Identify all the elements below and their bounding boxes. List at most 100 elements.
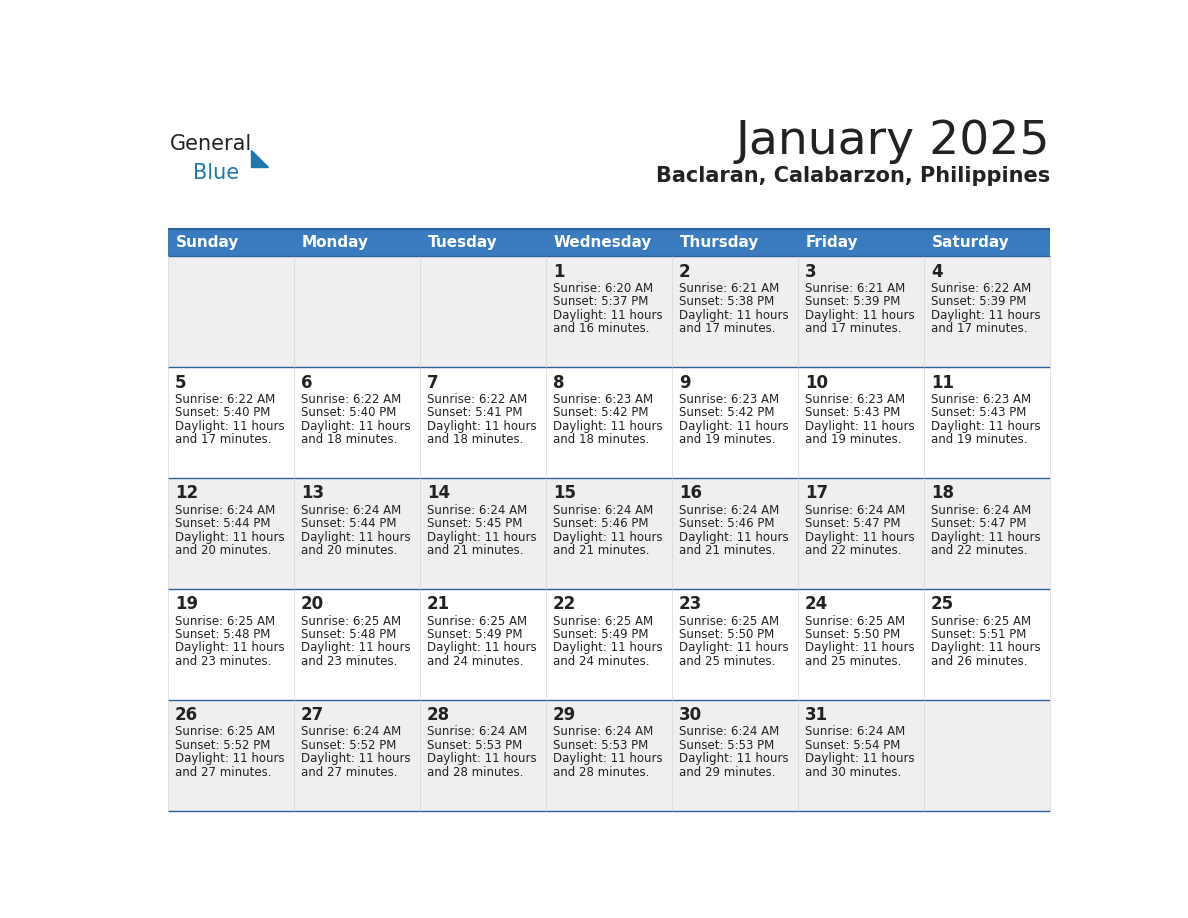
- Text: and 22 minutes.: and 22 minutes.: [804, 544, 902, 557]
- Text: 8: 8: [552, 374, 564, 391]
- Text: Daylight: 11 hours: Daylight: 11 hours: [678, 420, 789, 432]
- Bar: [924, 589, 1050, 700]
- Text: Sunrise: 6:23 AM: Sunrise: 6:23 AM: [552, 393, 653, 406]
- Text: and 19 minutes.: and 19 minutes.: [804, 433, 902, 446]
- Text: Sunset: 5:48 PM: Sunset: 5:48 PM: [175, 628, 270, 641]
- Text: Sunset: 5:40 PM: Sunset: 5:40 PM: [301, 407, 397, 420]
- Text: Daylight: 11 hours: Daylight: 11 hours: [678, 642, 789, 655]
- Text: and 18 minutes.: and 18 minutes.: [426, 433, 523, 446]
- Text: Sunrise: 6:24 AM: Sunrise: 6:24 AM: [426, 504, 527, 517]
- Text: Wednesday: Wednesday: [554, 236, 652, 251]
- Text: and 30 minutes.: and 30 minutes.: [804, 766, 901, 778]
- Text: Sunset: 5:54 PM: Sunset: 5:54 PM: [804, 739, 901, 752]
- Text: and 17 minutes.: and 17 minutes.: [804, 322, 902, 335]
- Text: Daylight: 11 hours: Daylight: 11 hours: [931, 308, 1041, 322]
- Text: 31: 31: [804, 706, 828, 724]
- Text: Sunset: 5:41 PM: Sunset: 5:41 PM: [426, 407, 523, 420]
- Text: Daylight: 11 hours: Daylight: 11 hours: [301, 420, 411, 432]
- Bar: [672, 256, 798, 367]
- Text: Daylight: 11 hours: Daylight: 11 hours: [804, 642, 915, 655]
- Bar: [798, 230, 924, 256]
- Text: Sunrise: 6:25 AM: Sunrise: 6:25 AM: [175, 725, 274, 738]
- Text: Sunset: 5:49 PM: Sunset: 5:49 PM: [552, 628, 649, 641]
- Bar: [924, 478, 1050, 589]
- Text: Daylight: 11 hours: Daylight: 11 hours: [804, 531, 915, 543]
- Bar: [293, 256, 419, 367]
- Text: and 28 minutes.: and 28 minutes.: [426, 766, 523, 778]
- Text: Sunset: 5:47 PM: Sunset: 5:47 PM: [804, 517, 901, 530]
- Text: 25: 25: [931, 595, 954, 613]
- Bar: [419, 230, 545, 256]
- Bar: [168, 367, 293, 478]
- Text: Sunrise: 6:25 AM: Sunrise: 6:25 AM: [678, 614, 779, 628]
- Text: and 20 minutes.: and 20 minutes.: [175, 544, 271, 557]
- Text: 2: 2: [678, 263, 690, 281]
- Text: 11: 11: [931, 374, 954, 391]
- Text: Sunset: 5:44 PM: Sunset: 5:44 PM: [301, 517, 397, 530]
- Text: and 17 minutes.: and 17 minutes.: [678, 322, 776, 335]
- Bar: [798, 256, 924, 367]
- Text: 13: 13: [301, 485, 324, 502]
- Bar: [419, 589, 545, 700]
- Text: 1: 1: [552, 263, 564, 281]
- Text: Sunrise: 6:24 AM: Sunrise: 6:24 AM: [678, 504, 779, 517]
- Text: Daylight: 11 hours: Daylight: 11 hours: [175, 420, 284, 432]
- Bar: [419, 256, 545, 367]
- Bar: [419, 700, 545, 811]
- Text: Sunset: 5:50 PM: Sunset: 5:50 PM: [804, 628, 901, 641]
- Text: and 21 minutes.: and 21 minutes.: [678, 544, 776, 557]
- Text: Daylight: 11 hours: Daylight: 11 hours: [552, 308, 663, 322]
- Text: Sunset: 5:53 PM: Sunset: 5:53 PM: [678, 739, 775, 752]
- Bar: [545, 589, 672, 700]
- Text: 3: 3: [804, 263, 816, 281]
- Text: 26: 26: [175, 706, 198, 724]
- Text: 21: 21: [426, 595, 450, 613]
- Text: Sunrise: 6:22 AM: Sunrise: 6:22 AM: [931, 282, 1031, 295]
- Bar: [672, 367, 798, 478]
- Text: and 21 minutes.: and 21 minutes.: [552, 544, 650, 557]
- Text: and 24 minutes.: and 24 minutes.: [426, 655, 524, 668]
- Text: Sunrise: 6:24 AM: Sunrise: 6:24 AM: [678, 725, 779, 738]
- Bar: [924, 256, 1050, 367]
- Bar: [419, 478, 545, 589]
- Text: and 17 minutes.: and 17 minutes.: [931, 322, 1028, 335]
- Text: and 25 minutes.: and 25 minutes.: [678, 655, 776, 668]
- Text: and 23 minutes.: and 23 minutes.: [175, 655, 271, 668]
- Text: 23: 23: [678, 595, 702, 613]
- Text: Daylight: 11 hours: Daylight: 11 hours: [426, 642, 537, 655]
- Text: and 28 minutes.: and 28 minutes.: [552, 766, 649, 778]
- Text: Sunset: 5:53 PM: Sunset: 5:53 PM: [426, 739, 522, 752]
- Bar: [924, 367, 1050, 478]
- Bar: [672, 589, 798, 700]
- Bar: [293, 230, 419, 256]
- Text: 15: 15: [552, 485, 576, 502]
- Text: and 19 minutes.: and 19 minutes.: [678, 433, 776, 446]
- Text: Sunset: 5:47 PM: Sunset: 5:47 PM: [931, 517, 1026, 530]
- Text: Daylight: 11 hours: Daylight: 11 hours: [426, 420, 537, 432]
- Polygon shape: [251, 151, 267, 167]
- Text: and 27 minutes.: and 27 minutes.: [301, 766, 397, 778]
- Text: Sunrise: 6:25 AM: Sunrise: 6:25 AM: [426, 614, 527, 628]
- Text: 5: 5: [175, 374, 187, 391]
- Text: Sunrise: 6:20 AM: Sunrise: 6:20 AM: [552, 282, 653, 295]
- Text: Daylight: 11 hours: Daylight: 11 hours: [552, 753, 663, 766]
- Bar: [168, 478, 293, 589]
- Text: January 2025: January 2025: [735, 119, 1050, 164]
- Bar: [924, 230, 1050, 256]
- Bar: [545, 700, 672, 811]
- Text: Sunrise: 6:25 AM: Sunrise: 6:25 AM: [804, 614, 905, 628]
- Text: Daylight: 11 hours: Daylight: 11 hours: [301, 531, 411, 543]
- Text: Sunrise: 6:24 AM: Sunrise: 6:24 AM: [552, 725, 653, 738]
- Text: and 26 minutes.: and 26 minutes.: [931, 655, 1028, 668]
- Text: Sunrise: 6:25 AM: Sunrise: 6:25 AM: [931, 614, 1031, 628]
- Bar: [798, 367, 924, 478]
- Bar: [798, 700, 924, 811]
- Text: Sunset: 5:38 PM: Sunset: 5:38 PM: [678, 296, 775, 308]
- Bar: [672, 700, 798, 811]
- Text: and 16 minutes.: and 16 minutes.: [552, 322, 650, 335]
- Text: Sunset: 5:45 PM: Sunset: 5:45 PM: [426, 517, 523, 530]
- Text: Sunday: Sunday: [176, 236, 239, 251]
- Text: and 20 minutes.: and 20 minutes.: [301, 544, 397, 557]
- Text: Daylight: 11 hours: Daylight: 11 hours: [175, 753, 284, 766]
- Text: Sunrise: 6:21 AM: Sunrise: 6:21 AM: [804, 282, 905, 295]
